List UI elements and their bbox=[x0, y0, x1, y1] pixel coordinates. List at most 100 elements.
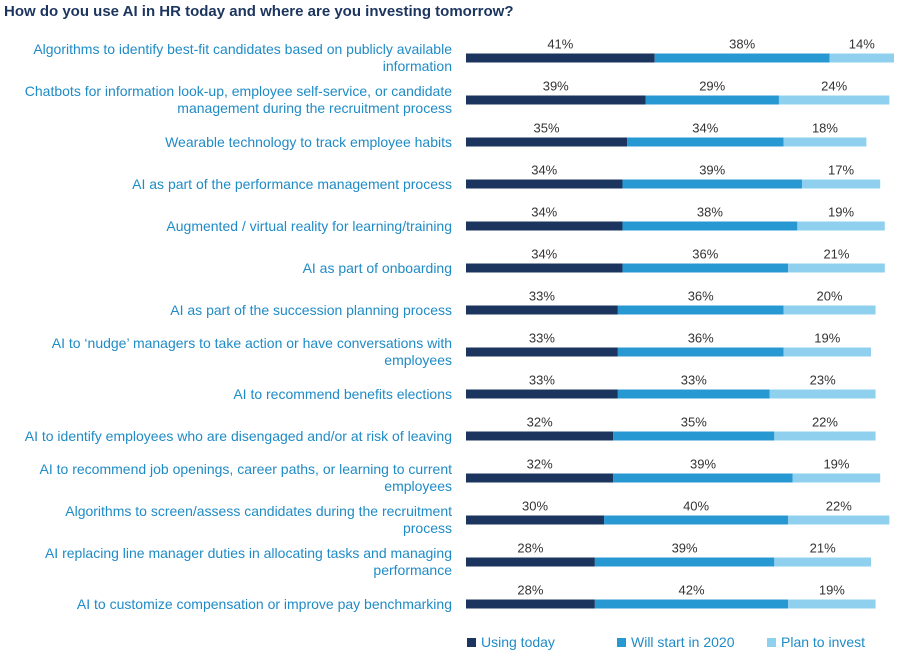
category-label: AI to identify employees who are disenga… bbox=[20, 415, 452, 457]
bar-segment bbox=[622, 221, 798, 231]
bar-segment bbox=[645, 95, 779, 105]
legend-swatch bbox=[467, 638, 476, 647]
category-text: AI to recommend benefits elections bbox=[233, 385, 452, 402]
category-label: AI as part of the performance management… bbox=[20, 163, 452, 205]
category-text: AI as part of onboarding bbox=[302, 259, 452, 276]
value-label: 17% bbox=[828, 162, 854, 177]
category-label: AI to recommend job openings, career pat… bbox=[20, 457, 452, 499]
bar-segment bbox=[613, 431, 775, 441]
value-label: 28% bbox=[517, 582, 543, 597]
category-text: AI as part of the performance management… bbox=[132, 175, 452, 192]
bar-segment bbox=[466, 557, 595, 567]
bar-segment bbox=[622, 263, 789, 273]
value-label: 40% bbox=[683, 498, 709, 513]
value-label: 19% bbox=[823, 456, 849, 471]
value-label: 36% bbox=[692, 246, 718, 261]
category-text: AI to ‘nudge’ managers to take action or… bbox=[51, 335, 452, 368]
bar-segment bbox=[617, 305, 784, 315]
bar-segment bbox=[783, 305, 876, 315]
bar-segment bbox=[829, 53, 894, 63]
category-label: AI to customize compensation or improve … bbox=[20, 583, 452, 625]
value-label: 38% bbox=[697, 204, 723, 219]
category-text: Wearable technology to track employee ha… bbox=[165, 133, 452, 150]
bar-segment bbox=[466, 347, 618, 357]
value-label: 36% bbox=[688, 330, 714, 345]
value-label: 19% bbox=[819, 582, 845, 597]
category-label: Algorithms to screen/assess candidates d… bbox=[20, 499, 452, 541]
bar-segment bbox=[769, 389, 876, 399]
bar-segment bbox=[466, 53, 655, 63]
value-label: 24% bbox=[821, 78, 847, 93]
bar-segment bbox=[604, 515, 789, 525]
category-text: Augmented / virtual reality for learning… bbox=[166, 217, 452, 234]
value-label: 23% bbox=[810, 372, 836, 387]
value-label: 33% bbox=[529, 330, 555, 345]
bar-segment bbox=[627, 137, 784, 147]
value-label: 28% bbox=[517, 540, 543, 555]
category-label: AI replacing line manager duties in allo… bbox=[20, 541, 452, 583]
value-label: 42% bbox=[678, 582, 704, 597]
bar-segment bbox=[466, 515, 605, 525]
bar-segment bbox=[466, 431, 614, 441]
value-label: 32% bbox=[527, 414, 553, 429]
bar-segment bbox=[617, 389, 770, 399]
bar-segment bbox=[466, 473, 614, 483]
value-label: 34% bbox=[531, 204, 557, 219]
legend-swatch bbox=[617, 638, 626, 647]
legend-label: Will start in 2020 bbox=[631, 634, 735, 650]
category-label: AI as part of onboarding bbox=[20, 247, 452, 289]
legend-label: Using today bbox=[481, 634, 555, 650]
bar-segment bbox=[788, 515, 890, 525]
value-label: 33% bbox=[529, 372, 555, 387]
chart-title: How do you use AI in HR today and where … bbox=[4, 3, 514, 20]
value-label: 33% bbox=[681, 372, 707, 387]
value-label: 32% bbox=[527, 456, 553, 471]
bar-segment bbox=[466, 95, 646, 105]
value-label: 22% bbox=[826, 498, 852, 513]
value-label: 34% bbox=[692, 120, 718, 135]
bar-segment bbox=[783, 347, 871, 357]
value-label: 14% bbox=[849, 36, 875, 51]
value-label: 38% bbox=[729, 36, 755, 51]
category-label: AI to recommend benefits elections bbox=[20, 373, 452, 415]
value-label: 19% bbox=[828, 204, 854, 219]
bar-segment bbox=[622, 179, 802, 189]
value-label: 34% bbox=[531, 162, 557, 177]
category-label: AI to ‘nudge’ managers to take action or… bbox=[20, 331, 452, 373]
bar-segment bbox=[466, 179, 623, 189]
value-label: 21% bbox=[810, 540, 836, 555]
legend-swatch bbox=[767, 638, 776, 647]
category-label: Algorithms to identify best-fit candidat… bbox=[20, 37, 452, 79]
bar-segment bbox=[617, 347, 784, 357]
value-label: 35% bbox=[681, 414, 707, 429]
category-label: AI as part of the succession planning pr… bbox=[20, 289, 452, 331]
bar-segment bbox=[466, 305, 618, 315]
value-label: 29% bbox=[699, 78, 725, 93]
bar-segment bbox=[654, 53, 830, 63]
bar-segment bbox=[594, 599, 789, 609]
legend-label: Plan to invest bbox=[781, 634, 866, 650]
value-label: 34% bbox=[531, 246, 557, 261]
value-label: 39% bbox=[699, 162, 725, 177]
category-text: Algorithms to screen/assess candidates d… bbox=[65, 503, 452, 536]
category-label: Wearable technology to track employee ha… bbox=[20, 121, 452, 163]
bar-segment bbox=[783, 137, 867, 147]
value-label: 22% bbox=[812, 414, 838, 429]
value-label: 33% bbox=[529, 288, 555, 303]
value-label: 39% bbox=[543, 78, 569, 93]
category-text: Algorithms to identify best-fit candidat… bbox=[33, 41, 452, 74]
bar-segment bbox=[466, 137, 628, 147]
value-label: 18% bbox=[812, 120, 838, 135]
category-text: AI to customize compensation or improve … bbox=[76, 595, 452, 612]
bar-segment bbox=[466, 389, 618, 399]
bar-segment bbox=[792, 473, 881, 483]
bar-segment bbox=[613, 473, 793, 483]
category-text: AI to identify employees who are disenga… bbox=[24, 427, 452, 444]
category-text: AI as part of the succession planning pr… bbox=[170, 301, 452, 318]
bar-segment bbox=[594, 557, 775, 567]
value-label: 36% bbox=[688, 288, 714, 303]
bar-segment bbox=[774, 557, 871, 567]
bar-segment bbox=[797, 221, 885, 231]
